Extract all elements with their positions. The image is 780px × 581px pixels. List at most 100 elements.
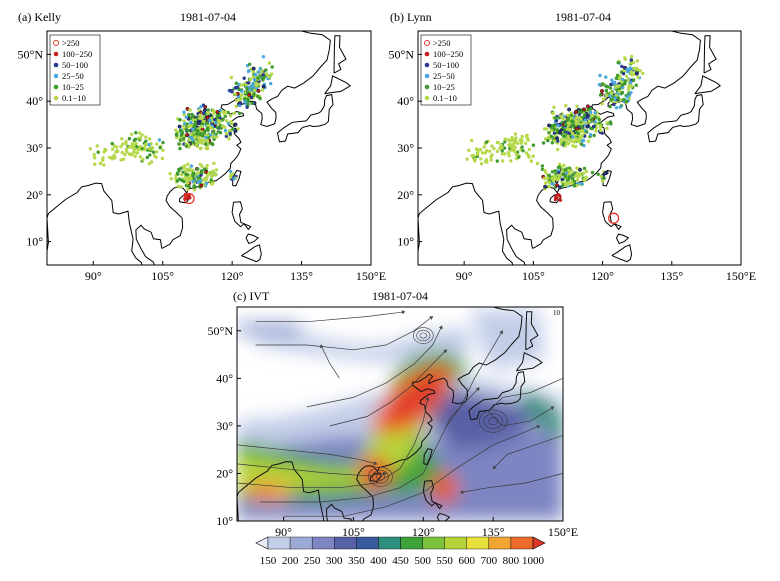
legend-marker — [53, 51, 59, 57]
station-point — [249, 95, 254, 100]
station-point — [628, 80, 633, 85]
y-tick-label: 50°N — [389, 47, 415, 61]
station-point — [180, 178, 184, 183]
station-point — [138, 144, 143, 149]
station-point — [232, 111, 236, 116]
station-point — [228, 128, 232, 133]
station-point — [130, 142, 135, 146]
station-point — [634, 71, 639, 76]
legend-label: >250 — [433, 38, 451, 48]
station-point — [224, 132, 229, 136]
streamline — [446, 330, 503, 427]
station-point — [608, 94, 612, 99]
streamline-vortex — [483, 413, 503, 429]
station-point — [584, 169, 589, 174]
station-point — [238, 98, 242, 102]
station-point — [540, 164, 545, 168]
panel-b-date: 1981-07-04 — [555, 10, 611, 24]
station-point — [571, 120, 575, 124]
coastline-segment — [468, 371, 526, 421]
x-tick-label: 135° — [660, 269, 683, 283]
station-point — [613, 80, 617, 85]
station-point — [608, 120, 613, 124]
station-point — [523, 141, 528, 145]
station-point — [558, 130, 563, 135]
station-point — [140, 133, 144, 137]
station-point — [521, 149, 525, 153]
station-point — [129, 132, 134, 136]
station-point — [262, 76, 266, 80]
station-point — [258, 67, 262, 71]
x-tick-label: 90° — [456, 269, 473, 283]
panel-c-date: 1981-07-04 — [372, 289, 428, 303]
station-point — [217, 121, 221, 125]
station-point — [590, 170, 595, 175]
panel-a-label: (a) Kelly — [18, 10, 61, 24]
colorbar-tick-label: 800 — [503, 555, 520, 567]
station-point — [601, 97, 606, 101]
station-point — [593, 120, 597, 124]
station-point — [562, 134, 566, 138]
station-point — [124, 147, 129, 151]
station-point — [547, 173, 551, 177]
station-point — [632, 78, 636, 82]
station-point — [543, 168, 547, 173]
streamline-vortex — [419, 332, 427, 339]
station-point — [575, 166, 579, 170]
station-point — [196, 121, 201, 126]
station-point — [174, 128, 178, 132]
station-point — [204, 142, 208, 146]
station-point — [223, 125, 227, 129]
station-point — [503, 152, 507, 156]
station-point — [181, 137, 186, 141]
station-point — [188, 196, 192, 200]
station-point — [196, 136, 201, 140]
station-point — [561, 172, 565, 176]
station-point — [238, 101, 243, 105]
legend-marker — [424, 95, 430, 101]
station-point — [531, 154, 535, 158]
station-point — [576, 131, 581, 136]
legend-label: >250 — [62, 38, 80, 48]
coastline-segment — [436, 512, 451, 521]
station-point — [135, 145, 139, 149]
colorbar-tick-label: 400 — [370, 555, 387, 567]
station-point — [584, 118, 588, 122]
station-point — [155, 142, 159, 146]
coastline-segment — [231, 201, 252, 231]
station-point — [175, 133, 179, 137]
station-point — [549, 134, 553, 138]
station-point — [553, 197, 558, 202]
panel-a-date: 1981-07-04 — [180, 10, 236, 24]
legend-marker — [424, 51, 430, 57]
station-point — [589, 126, 593, 130]
station-point — [184, 183, 189, 188]
station-point — [203, 178, 208, 182]
station-point — [189, 164, 194, 168]
coastline-segment — [333, 35, 347, 74]
station-point — [470, 154, 474, 158]
station-point — [211, 108, 216, 113]
station-point — [224, 119, 229, 123]
station-point — [179, 185, 183, 189]
colorbar-tick-label: 500 — [414, 555, 431, 567]
station-point — [233, 122, 238, 127]
station-point — [621, 82, 625, 87]
station-point — [246, 97, 250, 101]
colorbar-tick-label: 450 — [392, 555, 409, 567]
streamline-vortex — [372, 470, 389, 484]
station-point — [599, 174, 603, 179]
station-point — [559, 114, 563, 118]
station-point — [479, 162, 484, 166]
station-point — [190, 112, 194, 117]
station-point — [178, 146, 182, 151]
station-point — [535, 161, 540, 166]
station-point — [138, 155, 142, 159]
station-point — [224, 134, 229, 138]
station-point — [527, 147, 531, 152]
station-point — [151, 150, 156, 154]
station-point — [188, 175, 192, 179]
station-point — [214, 168, 218, 172]
station-point — [182, 110, 186, 114]
